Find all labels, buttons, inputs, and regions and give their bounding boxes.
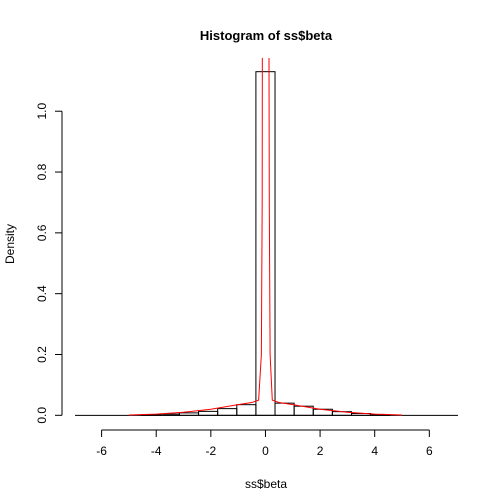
y-tick-label: 0.8 xyxy=(35,163,49,180)
bar xyxy=(159,413,180,416)
bar xyxy=(198,410,219,416)
x-tick-label: -4 xyxy=(151,444,162,458)
x-tick-label: 4 xyxy=(371,444,378,458)
bar xyxy=(236,404,257,416)
y-tick-label: 0.2 xyxy=(35,346,49,363)
y-tick-label: 0.6 xyxy=(35,224,49,241)
y-tick-label: 1.0 xyxy=(35,103,49,120)
bar xyxy=(217,408,238,416)
y-axis-label: Density xyxy=(3,224,17,264)
bar xyxy=(178,412,200,416)
x-tick-label: 2 xyxy=(317,444,324,458)
y-tick-label: 0.0 xyxy=(35,407,49,424)
x-tick-label: 0 xyxy=(262,444,269,458)
x-tick-label: 6 xyxy=(426,444,433,458)
x-tick-label: -6 xyxy=(96,444,107,458)
bar xyxy=(274,402,295,416)
x-tick-label: -2 xyxy=(206,444,217,458)
bar xyxy=(255,71,276,416)
density-line xyxy=(128,58,403,416)
plot-area xyxy=(75,58,458,416)
chart-title: Histogram of ss$beta xyxy=(200,28,333,43)
x-axis-label: ss$beta xyxy=(245,477,287,491)
y-tick-label: 0.4 xyxy=(35,285,49,302)
